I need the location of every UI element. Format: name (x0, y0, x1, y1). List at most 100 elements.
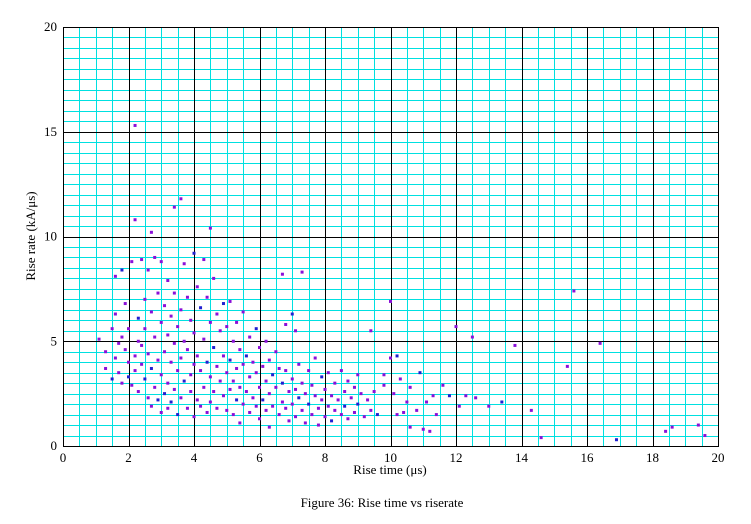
data-point (294, 415, 298, 419)
data-point (395, 354, 399, 358)
data-point (313, 394, 317, 398)
data-point (163, 304, 167, 308)
data-point (185, 295, 189, 299)
data-point (221, 394, 225, 398)
data-point (163, 350, 167, 354)
data-point (205, 410, 209, 414)
data-point (140, 362, 144, 366)
data-point (133, 369, 137, 373)
data-point (258, 417, 261, 421)
data-point (192, 331, 196, 335)
data-point (290, 377, 294, 381)
data-point (199, 306, 203, 310)
data-point (212, 346, 216, 350)
y-tick-label: 15 (44, 124, 57, 139)
y-tick-labels: 0 5 10 15 20 (44, 19, 57, 453)
data-point (316, 406, 320, 410)
data-point (320, 375, 324, 379)
data-point (169, 400, 173, 404)
data-point (389, 356, 392, 360)
data-point (97, 337, 101, 341)
data-point (225, 325, 229, 329)
data-point (454, 325, 458, 329)
data-point (254, 327, 258, 331)
data-point (182, 339, 186, 343)
data-point (120, 335, 124, 339)
data-point (176, 369, 180, 373)
data-point (159, 410, 163, 414)
data-point (185, 348, 189, 352)
data-point (215, 312, 219, 316)
data-point (156, 358, 160, 362)
data-point (313, 356, 317, 360)
data-point (513, 343, 517, 347)
data-point (336, 398, 340, 402)
x-tick-label: 12 (450, 450, 463, 465)
data-point (598, 341, 602, 345)
data-point (140, 258, 144, 262)
data-point (258, 346, 261, 350)
data-point (287, 390, 291, 394)
data-point (212, 390, 216, 394)
data-point (572, 289, 576, 293)
data-point (441, 383, 445, 387)
data-point (130, 383, 134, 387)
data-point (356, 402, 360, 406)
data-point (238, 348, 242, 352)
data-point (176, 413, 180, 417)
data-point (447, 394, 451, 398)
data-point (199, 404, 203, 408)
data-point (195, 285, 199, 289)
data-point (110, 377, 114, 381)
data-point (179, 396, 183, 400)
data-point (215, 364, 219, 368)
data-point (192, 362, 196, 366)
data-point (330, 419, 334, 423)
data-point (261, 364, 265, 368)
data-point (248, 335, 252, 339)
data-point (392, 392, 396, 396)
data-point (238, 385, 242, 389)
data-point (208, 400, 212, 404)
data-point (241, 402, 245, 406)
y-tick-label: 10 (44, 229, 57, 244)
data-point (326, 404, 330, 408)
data-point (310, 413, 314, 417)
data-point (159, 320, 163, 324)
data-point (208, 320, 212, 324)
data-point (362, 415, 366, 419)
data-point (185, 406, 189, 410)
data-point (146, 396, 150, 400)
data-point (153, 335, 157, 339)
data-point (343, 404, 347, 408)
data-point (136, 316, 140, 320)
data-point (300, 381, 304, 385)
x-tick-label: 4 (191, 450, 198, 465)
data-point (189, 390, 193, 394)
data-point (267, 358, 271, 362)
data-point (264, 408, 268, 412)
y-tick-label: 5 (51, 333, 58, 348)
data-point (352, 385, 356, 389)
data-point (189, 373, 193, 377)
data-point (136, 390, 140, 394)
data-point (153, 385, 157, 389)
data-point (330, 394, 334, 398)
plot-frame (63, 27, 719, 447)
data-point (241, 362, 245, 366)
data-point (179, 197, 183, 201)
data-point (271, 404, 275, 408)
data-point (159, 373, 163, 377)
data-point (389, 299, 392, 303)
y-tick-label: 0 (51, 438, 58, 453)
data-point (244, 390, 248, 394)
data-point (470, 335, 474, 339)
data-point (113, 312, 117, 316)
data-point (254, 371, 258, 375)
data-point (182, 262, 186, 266)
data-point (251, 360, 255, 364)
minor-grid (63, 27, 719, 447)
data-point (169, 360, 173, 364)
data-point (267, 425, 271, 429)
